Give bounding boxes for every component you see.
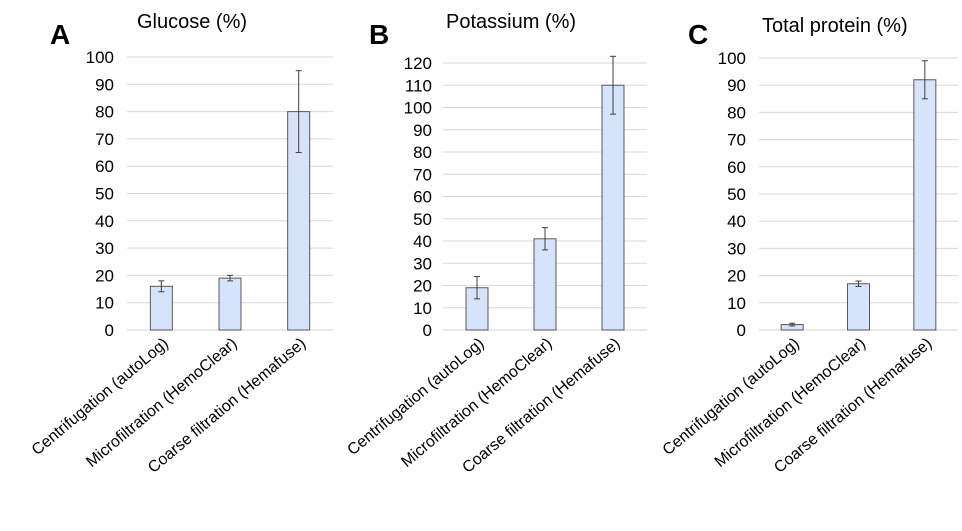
bar — [218, 277, 242, 331]
bar — [533, 238, 557, 331]
bar — [847, 283, 870, 331]
y-tick-label: 0 — [423, 321, 432, 340]
y-tick-label: 90 — [727, 76, 746, 95]
y-tick-label: 40 — [95, 212, 114, 231]
y-tick-label: 50 — [727, 185, 746, 204]
chart-title: Total protein (%) — [762, 15, 908, 37]
y-tick-label: 30 — [413, 254, 432, 273]
x-tick-label: Centrifugation (autoLog) — [29, 335, 172, 459]
y-tick-label: 40 — [413, 232, 432, 251]
y-tick-label: 90 — [413, 121, 432, 140]
y-tick-label: 50 — [413, 210, 432, 229]
y-tick-label: 0 — [105, 321, 114, 340]
y-tick-label: 10 — [95, 294, 114, 313]
y-tick-label: 50 — [95, 185, 114, 204]
y-tick-label: 20 — [727, 267, 746, 286]
x-tick-label: Centrifugation (autoLog) — [344, 335, 487, 459]
y-tick-label: 80 — [413, 143, 432, 162]
y-tick-label: 70 — [727, 131, 746, 150]
panel-letter: A — [50, 19, 70, 50]
y-tick-label: 30 — [95, 239, 114, 258]
y-tick-label: 60 — [413, 188, 432, 207]
y-tick-label: 0 — [737, 321, 746, 340]
chart-title: Potassium (%) — [446, 11, 576, 33]
bar — [913, 79, 937, 331]
y-tick-label: 10 — [727, 294, 746, 313]
chart-panel-c: C Total protein (%) 0 10 20 30 40 50 60 70 80 90 100… — [660, 15, 958, 477]
y-tick-label: 20 — [413, 277, 432, 296]
y-tick-label: 60 — [727, 158, 746, 177]
y-tick-label: 30 — [727, 239, 746, 258]
y-tick-label: 70 — [413, 165, 432, 184]
chart-panel-b: B Potassium (%) 0 10 20 30 40 50 60 70 80 90 100 110 1… — [344, 11, 647, 477]
y-tick-label: 20 — [95, 266, 114, 285]
y-tick-label: 100 — [86, 48, 114, 67]
y-tick-label: 10 — [413, 299, 432, 318]
y-tick-label: 80 — [95, 103, 114, 122]
y-tick-label: 100 — [718, 49, 746, 68]
chart-panel-a: A Glucose (%) 0 10 20 30 40 50 60 70 80 90 100 Centri… — [29, 11, 333, 477]
y-tick-label: 100 — [404, 99, 432, 118]
y-tick-label: 40 — [727, 212, 746, 231]
bar — [601, 84, 625, 331]
panel-letter: B — [369, 19, 389, 50]
y-tick-label: 60 — [95, 157, 114, 176]
bar — [149, 285, 173, 331]
y-tick-label: 90 — [95, 75, 114, 94]
chart-title: Glucose (%) — [137, 11, 247, 33]
y-tick-label: 120 — [404, 54, 432, 73]
y-tick-label: 110 — [405, 76, 432, 95]
panel-letter: C — [688, 19, 708, 50]
y-tick-label: 70 — [95, 130, 114, 149]
y-tick-label: 80 — [727, 103, 746, 122]
